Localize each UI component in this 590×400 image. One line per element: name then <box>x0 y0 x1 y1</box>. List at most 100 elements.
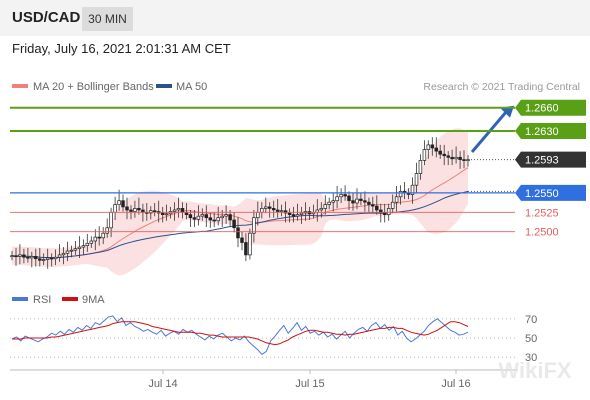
candle-body <box>109 211 113 229</box>
candle-body <box>434 147 439 152</box>
candle-body <box>299 212 304 215</box>
candle-body <box>149 210 153 214</box>
candle-body <box>291 214 296 217</box>
ma9-legend-swatch <box>62 297 78 301</box>
candle-body <box>105 227 109 234</box>
candle-body <box>101 232 105 239</box>
candle-body <box>418 160 423 174</box>
bollinger-band <box>12 128 468 276</box>
candle-body <box>89 240 94 244</box>
candle-body <box>73 248 78 251</box>
x-tick-label: Jul 14 <box>148 378 177 390</box>
rsi-legend-label: RSI <box>33 294 51 306</box>
price-levels: 1.2660 1.2630 1.2593 1.2550 1.2525 1.2500 <box>10 99 586 239</box>
candle-body <box>454 156 458 160</box>
candle-body <box>279 210 284 213</box>
candle-body <box>172 209 177 212</box>
level-label: 1.2593 <box>525 155 559 167</box>
candle-body <box>188 214 193 219</box>
candle-body <box>410 184 415 195</box>
x-tick-label: Jul 16 <box>441 378 470 390</box>
candle-body <box>256 211 260 219</box>
candle-body <box>34 256 38 260</box>
candle-body <box>422 149 427 161</box>
candle-body <box>442 153 446 157</box>
candle-body <box>343 194 347 197</box>
credit-text: Research © 2021 Trading Central <box>423 81 580 93</box>
candle-body <box>414 173 419 186</box>
symbol-title: USD/CAD <box>12 9 81 26</box>
candle-body <box>224 214 228 217</box>
level-label: 1.2525 <box>525 207 559 219</box>
candle-body <box>390 201 395 209</box>
candle-body <box>327 201 331 205</box>
candle-body <box>192 217 197 220</box>
candle-body <box>252 217 256 234</box>
candle-body <box>220 215 224 219</box>
level-box-bg <box>515 184 586 201</box>
timeframe-button[interactable]: 30 MIN <box>82 7 133 31</box>
candle-body <box>386 208 391 215</box>
rsi-level-label: 50 <box>525 333 537 345</box>
candle-body <box>339 194 343 198</box>
datetime-label: Friday, July 16, 2021 2:01:31 AM CET <box>12 41 231 56</box>
x-tick-label: Jul 15 <box>295 378 324 390</box>
candle-body <box>133 208 137 212</box>
candle-body <box>355 198 359 204</box>
trend-arrow-head <box>500 105 514 118</box>
candle-body <box>267 206 272 209</box>
watermark-text: WikiFX <box>498 358 571 383</box>
candle-body <box>204 214 209 219</box>
rsi-legend-swatch <box>12 297 28 301</box>
candle-body <box>295 214 300 217</box>
candle-body <box>363 200 367 203</box>
level-label: 1.2660 <box>525 103 559 115</box>
level-box-bg <box>515 151 586 168</box>
candle-body <box>85 242 90 246</box>
candle-body <box>45 257 50 260</box>
candle-body <box>367 201 371 205</box>
candle-body <box>430 144 435 149</box>
candle-body <box>164 213 169 216</box>
candle-body <box>125 206 129 211</box>
price-plot <box>10 105 514 276</box>
level-box-1.2660: 1.2660 <box>515 99 586 116</box>
candle-body <box>228 214 232 221</box>
candle-body <box>287 212 292 215</box>
candle-body <box>248 232 252 256</box>
candle-body <box>196 215 201 220</box>
ma9-legend-label: 9MA <box>82 294 105 306</box>
candle-body <box>41 259 46 261</box>
x-axis: Jul 14 Jul 15 Jul 16 <box>148 370 471 390</box>
candle-body <box>379 209 383 214</box>
candle-body <box>176 208 181 211</box>
ma9-line <box>12 321 469 346</box>
candle-body <box>137 208 141 211</box>
candle-body <box>232 219 236 229</box>
candle-body <box>244 242 248 256</box>
candle-body <box>394 196 399 203</box>
candle-body <box>426 144 431 150</box>
candle-body <box>160 212 165 215</box>
candle-body <box>398 191 403 198</box>
candle-body <box>371 204 375 207</box>
candle-body <box>382 212 387 215</box>
candle-body <box>450 156 454 160</box>
candle-body <box>458 156 462 160</box>
candle-body <box>97 236 101 239</box>
candle-body <box>347 195 351 201</box>
candle-body <box>152 210 157 213</box>
candle-body <box>180 208 185 213</box>
candle-body <box>446 155 450 158</box>
candle-body <box>331 200 335 203</box>
candle-body <box>323 204 328 209</box>
candle-body <box>38 258 42 261</box>
level-box-1.2550: 1.2550 <box>515 184 586 201</box>
candle-body <box>117 200 121 205</box>
candle-body <box>129 209 133 212</box>
level-label: 1.2630 <box>525 126 559 138</box>
candle-body <box>77 246 82 249</box>
level-box-bg <box>515 99 586 116</box>
candle-body <box>93 236 98 242</box>
